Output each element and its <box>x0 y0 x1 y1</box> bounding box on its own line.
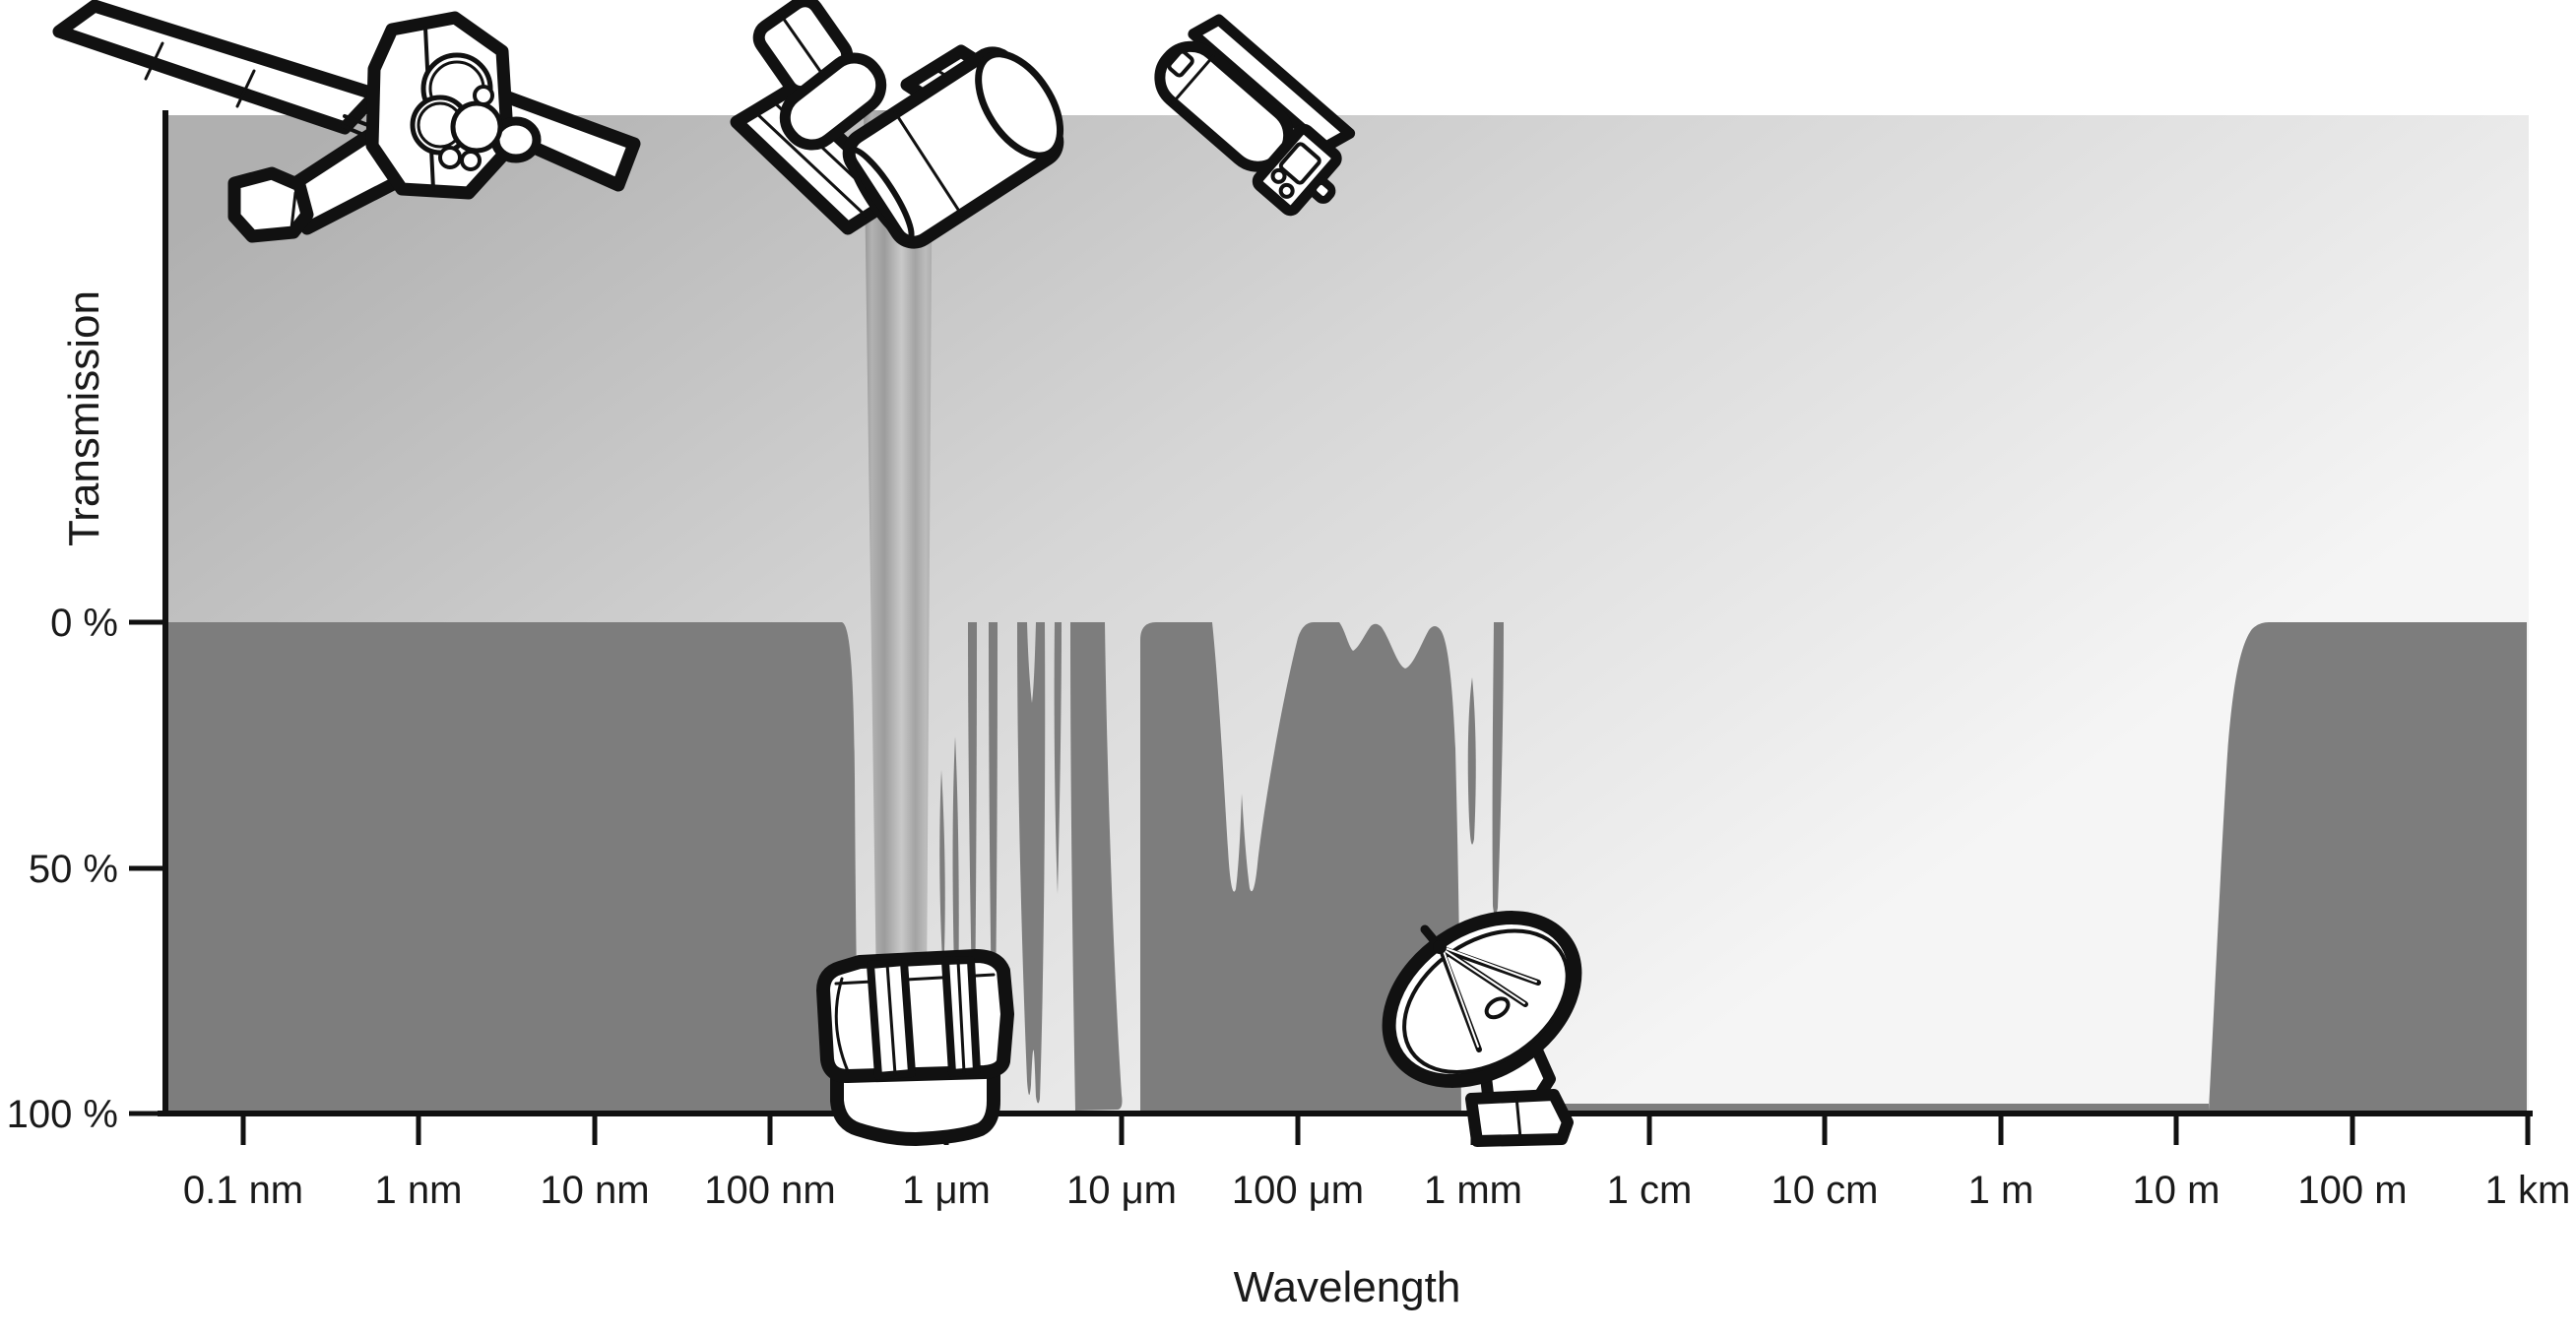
x-tick-label: 1 μm <box>902 1169 991 1212</box>
absorption-band-2-5-3-7um <box>1017 622 1046 1104</box>
y-tick-label: 100 % <box>7 1093 118 1136</box>
co2-band-spike-4-2um <box>1054 622 1062 894</box>
mm-band-sliver-0-99mm <box>1467 677 1476 845</box>
far-infrared-mm-mass <box>1140 622 1461 1111</box>
x-tick-label: 1 mm <box>1424 1169 1522 1212</box>
x-tick-label: 1 m <box>1968 1169 2034 1212</box>
x-tick-label: 10 m <box>2133 1169 2221 1212</box>
x-tick-label: 10 nm <box>540 1169 649 1212</box>
radio-dish-icon <box>1382 911 1582 1147</box>
xray-satellite-icon <box>52 0 641 243</box>
atmosphere-absorption-silhouette <box>165 622 2527 1111</box>
y-axis-title: Transmission <box>60 290 108 546</box>
x-tick-label: 1 nm <box>375 1169 463 1212</box>
infrared-space-telescope-icon <box>1154 14 1356 217</box>
y-tick-label: 0 % <box>50 602 118 645</box>
x-axis-title: Wavelength <box>1234 1263 1461 1311</box>
radio-window-floor-strip <box>1482 1104 2209 1111</box>
xray-uv-absorption-block <box>165 622 861 1111</box>
x-tick-label: 100 nm <box>704 1169 835 1212</box>
ionosphere-cutoff-block <box>2209 622 2527 1111</box>
x-tick-label: 100 μm <box>1232 1169 1364 1212</box>
x-tick-label: 10 μm <box>1066 1169 1177 1212</box>
x-tick-label: 1 km <box>2485 1169 2571 1212</box>
x-axis-ticks: 0.1 nm 1 nm 10 nm 100 nm 1 μm 10 μm 100 μm 1 mm… <box>183 1114 2570 1212</box>
x-tick-label: 0.1 nm <box>183 1169 303 1212</box>
visible-light-beam <box>864 110 933 992</box>
y-axis-ticks: 0 % 50 % 100 % <box>7 602 164 1136</box>
x-tick-label: 10 cm <box>1771 1169 1879 1212</box>
x-tick-label: 100 m <box>2297 1169 2407 1212</box>
optical-space-telescope-icon <box>730 0 1064 249</box>
x-tick-label: 1 cm <box>1607 1169 1693 1212</box>
ground-optical-telescope-icon <box>816 949 1014 1146</box>
absorption-band-5-8um <box>1070 622 1123 1111</box>
mm-band-spike-1-4mm <box>1492 622 1504 916</box>
y-tick-label: 50 % <box>29 848 118 891</box>
water-band-spike-0-94um <box>939 770 945 977</box>
axes <box>158 110 2533 1116</box>
